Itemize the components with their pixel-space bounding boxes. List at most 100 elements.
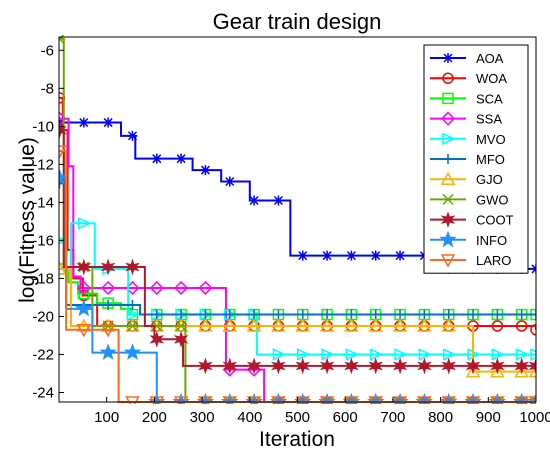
data-point-coot: [490, 357, 505, 375]
data-point-aoa: [370, 250, 381, 261]
data-point-mfo: [468, 309, 479, 320]
x-tick-label: 800: [428, 409, 453, 426]
data-point-gjo: [514, 364, 529, 378]
series-line-coot: [59, 129, 536, 367]
y-tick-label: -24: [32, 384, 54, 401]
legend-marker: [442, 92, 454, 105]
legend-label: COOT: [476, 213, 514, 228]
x-tick-label: 300: [190, 409, 215, 426]
data-point-mvo: [296, 348, 311, 361]
series-line-ssa: [59, 117, 536, 403]
data-point-aoa: [103, 117, 114, 128]
legend-marker: [440, 211, 456, 229]
legend-label: LARO: [476, 253, 511, 268]
data-point-gjo: [528, 364, 536, 378]
data-point-gjo: [490, 364, 505, 378]
data-point-coot: [417, 357, 432, 375]
data-point-coot: [465, 357, 481, 375]
data-point-info: [75, 299, 93, 317]
legend-entry: INFO: [430, 230, 507, 248]
legend-marker: [442, 72, 454, 84]
legend-entry: SSA: [430, 111, 502, 127]
x-tick-label: 600: [333, 409, 358, 426]
legend-entry: MFO: [430, 152, 505, 167]
data-point-aoa: [200, 165, 211, 176]
data-point-gjo: [392, 318, 408, 332]
data-point-aoa: [395, 250, 406, 261]
legend-marker: [440, 171, 456, 185]
data-point-mvo: [345, 348, 360, 361]
data-point-ssa: [149, 280, 164, 295]
data-point-coot: [149, 330, 165, 348]
legend-label: WOA: [476, 71, 507, 86]
y-tick-label: -12: [32, 156, 54, 173]
data-point-gjo: [368, 318, 383, 332]
legend-entry: SCA: [430, 91, 503, 106]
y-tick-label: -6: [41, 42, 54, 59]
data-point-mfo: [322, 309, 333, 320]
x-tick-label: 1000: [519, 409, 550, 426]
data-point-coot: [344, 357, 359, 375]
data-point-coot: [76, 258, 92, 276]
legend-label: SCA: [476, 91, 503, 106]
data-point-mfo: [103, 300, 114, 311]
data-point-coot: [368, 357, 384, 375]
data-point-info: [123, 343, 142, 360]
data-point-gjo: [465, 364, 481, 378]
data-point-gjo: [319, 318, 335, 332]
y-axis-label: log(Fitness value): [16, 137, 39, 303]
data-point-gjo: [295, 318, 311, 332]
data-point-mfo: [249, 309, 260, 320]
data-point-coot: [528, 357, 536, 375]
data-point-coot: [295, 357, 311, 375]
data-point-gjo: [344, 318, 359, 332]
data-point-coot: [319, 357, 335, 375]
legend-marker: [440, 254, 456, 268]
legend-label: MFO: [476, 152, 505, 167]
data-point-ssa: [174, 280, 189, 295]
data-point-mvo: [321, 348, 335, 361]
data-point-gjo: [417, 318, 432, 332]
data-point-aoa: [176, 153, 187, 164]
data-point-aoa: [322, 250, 333, 261]
data-point-mvo: [394, 348, 408, 361]
legend-label: GWO: [476, 192, 509, 207]
data-point-ssa: [76, 280, 91, 295]
x-tick-label: 200: [142, 409, 167, 426]
data-point-mvo: [515, 348, 530, 361]
y-tick-label: -10: [32, 118, 54, 135]
data-point-coot: [392, 357, 408, 375]
data-point-mvo: [126, 308, 141, 321]
legend-label: GJO: [476, 172, 503, 187]
data-point-coot: [441, 357, 457, 375]
data-point-aoa: [273, 195, 284, 206]
data-point-aoa: [297, 250, 308, 261]
data-point-mvo: [369, 348, 384, 361]
legend-entry: MVO: [430, 132, 506, 147]
data-point-mvo: [530, 348, 536, 361]
legend-entry: LARO: [430, 253, 511, 268]
data-point-mfo: [200, 309, 211, 320]
legend-label: MVO: [476, 132, 506, 147]
legend-marker: [442, 193, 454, 205]
data-point-ssa: [101, 280, 116, 295]
data-point-coot: [246, 357, 262, 375]
data-point-gwo: [530, 396, 536, 404]
data-point-woa: [515, 320, 528, 332]
data-point-mvo: [78, 217, 92, 230]
y-tick-label: -14: [32, 194, 54, 211]
data-point-gwo: [126, 320, 138, 332]
data-point-mfo: [176, 309, 187, 320]
data-point-mfo: [516, 309, 527, 320]
data-point-gwo: [175, 320, 187, 332]
data-point-mvo: [59, 236, 68, 245]
legend-label: INFO: [476, 233, 507, 248]
series-coot: [59, 121, 536, 375]
data-point-gjo: [222, 318, 238, 332]
data-point-aoa: [127, 130, 138, 141]
x-tick-label: 700: [380, 409, 405, 426]
data-point-mfo: [370, 309, 381, 320]
data-point-coot: [514, 357, 530, 375]
data-point-aoa: [224, 176, 235, 187]
y-tick-label: -18: [32, 270, 54, 287]
